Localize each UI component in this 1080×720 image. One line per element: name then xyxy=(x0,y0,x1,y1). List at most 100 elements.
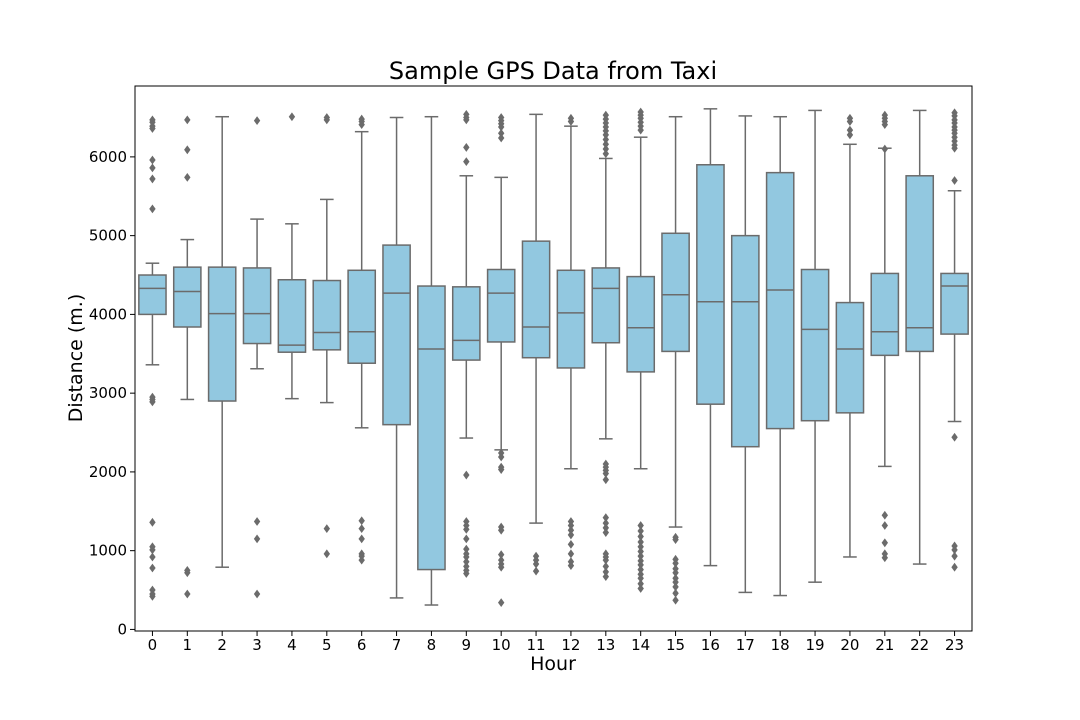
outlier-point xyxy=(253,589,261,599)
box-hour-8 xyxy=(417,115,446,606)
x-tick-label: 9 xyxy=(462,636,472,654)
x-tick-label: 21 xyxy=(875,636,894,654)
outlier-point xyxy=(253,116,261,126)
outlier-point xyxy=(602,130,610,140)
outlier-point xyxy=(253,517,261,526)
x-tick-label: 0 xyxy=(148,636,158,654)
iqr-box xyxy=(556,269,586,369)
outlier-point xyxy=(463,544,470,554)
outlier-point xyxy=(637,551,644,561)
box-group xyxy=(138,107,969,608)
outlier-point xyxy=(602,562,610,571)
outlier-point xyxy=(497,122,505,132)
outlier-point xyxy=(253,534,261,544)
outlier-point xyxy=(637,521,644,530)
iqr-box xyxy=(417,285,446,571)
outlier-point xyxy=(672,595,679,605)
outlier-point xyxy=(149,174,156,184)
outlier-point xyxy=(637,573,644,583)
outlier-point xyxy=(637,526,644,536)
x-tick-label: 4 xyxy=(287,636,297,654)
outlier-point xyxy=(672,577,679,587)
iqr-box xyxy=(870,272,900,357)
iqr-box xyxy=(312,279,342,351)
outlier-point xyxy=(951,176,958,185)
x-tick-label: 17 xyxy=(736,636,755,654)
outlier-point xyxy=(567,530,575,540)
outlier-point xyxy=(602,523,610,533)
iqr-box xyxy=(347,269,377,364)
outlier-point xyxy=(637,579,644,589)
x-tick-label: 2 xyxy=(217,636,227,654)
outlier-point xyxy=(881,553,889,563)
outlier-point xyxy=(149,163,156,173)
chart-title: Sample GPS Data from Taxi xyxy=(389,57,717,85)
y-tick-label: 1000 xyxy=(89,542,127,560)
outlier-point xyxy=(672,568,679,578)
outlier-point xyxy=(637,547,644,556)
outlier-point xyxy=(637,565,644,574)
outlier-point xyxy=(602,518,610,528)
x-tick-label: 6 xyxy=(357,636,367,654)
box-hour-11 xyxy=(521,113,551,576)
outlier-point xyxy=(602,139,610,149)
iqr-box xyxy=(521,240,551,359)
outlier-point xyxy=(672,558,679,568)
box-hour-14 xyxy=(626,107,656,593)
box-hour-17 xyxy=(730,115,760,594)
outlier-point xyxy=(567,561,575,571)
box-hour-4 xyxy=(277,112,307,400)
box-hour-18 xyxy=(765,115,795,597)
x-tick-label: 19 xyxy=(806,636,825,654)
box-hour-19 xyxy=(800,109,830,583)
iqr-box xyxy=(277,278,307,353)
outlier-point xyxy=(184,115,191,125)
x-tick-label: 5 xyxy=(322,636,332,654)
x-tick-label: 14 xyxy=(631,636,650,654)
outlier-point xyxy=(149,591,156,601)
outlier-point xyxy=(602,572,610,582)
outlier-point xyxy=(323,549,331,559)
x-tick-label: 12 xyxy=(561,636,580,654)
outlier-point xyxy=(602,475,610,485)
outlier-point xyxy=(846,130,854,140)
outlier-point xyxy=(881,510,889,520)
outlier-point xyxy=(184,568,191,578)
x-tick-label: 1 xyxy=(183,636,193,654)
outlier-point xyxy=(497,465,505,474)
y-axis: 0 1000 2000 3000 4000 5000 6000 xyxy=(89,148,135,638)
box-hour-6 xyxy=(347,114,377,565)
y-tick-label: 0 xyxy=(117,620,127,638)
outlier-point xyxy=(672,582,679,592)
box-hour-12 xyxy=(556,113,586,571)
outlier-point xyxy=(567,549,575,559)
iqr-box xyxy=(765,171,795,430)
outlier-point xyxy=(463,557,470,567)
iqr-box xyxy=(207,266,237,402)
outlier-point xyxy=(497,128,505,138)
outlier-point xyxy=(149,397,156,407)
iqr-box xyxy=(486,268,516,343)
iqr-box xyxy=(940,272,969,335)
outlier-point xyxy=(602,149,610,159)
iqr-box xyxy=(835,301,865,414)
outlier-point xyxy=(497,525,505,535)
outlier-point xyxy=(637,537,644,547)
iqr-box xyxy=(661,232,690,353)
outlier-point xyxy=(567,525,575,535)
y-axis-label: Distance (m.) xyxy=(65,294,87,423)
outlier-point xyxy=(358,524,365,534)
x-axis: 0 1 2 3 4 5 6 7 8 9 10 11 12 13 14 15 16 17 18 19 20 21 22 23 xyxy=(148,631,964,654)
box-hour-5 xyxy=(312,113,342,559)
outlier-point xyxy=(463,552,470,562)
outlier-point xyxy=(951,562,958,572)
iqr-box xyxy=(451,286,481,361)
outlier-point xyxy=(497,452,505,462)
iqr-box xyxy=(591,267,621,344)
outlier-point xyxy=(951,143,958,153)
box-hour-7 xyxy=(382,116,411,599)
iqr-box xyxy=(172,266,202,328)
outlier-point xyxy=(672,535,679,545)
outlier-point xyxy=(149,545,156,555)
